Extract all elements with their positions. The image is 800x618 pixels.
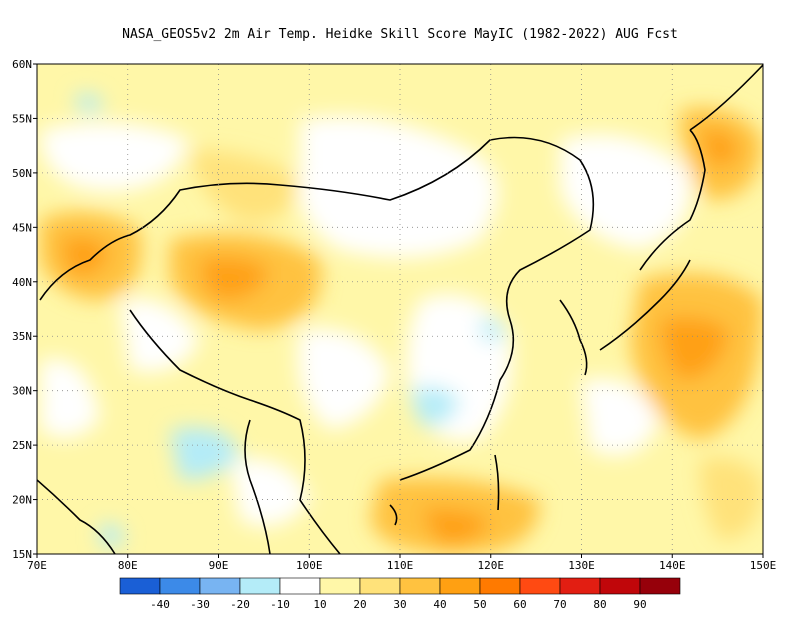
lat-tick-label: 20N xyxy=(12,494,32,507)
lon-tick-label: 100E xyxy=(296,559,323,572)
colorbar-swatch xyxy=(479,577,521,595)
colorbar-label: 20 xyxy=(353,598,366,611)
colorbar-label: 80 xyxy=(593,598,606,611)
colorbar-swatch xyxy=(119,577,161,595)
colorbar-swatch xyxy=(399,577,441,595)
lon-tick-label: 80E xyxy=(118,559,138,572)
coastlines xyxy=(37,64,763,554)
colorbar-label: 40 xyxy=(433,598,446,611)
gridlines xyxy=(37,64,763,554)
lon-tick-label: 90E xyxy=(209,559,229,572)
lat-tick-label: 25N xyxy=(12,439,32,452)
colorbar-swatch xyxy=(319,577,361,595)
lon-tick-label: 110E xyxy=(387,559,414,572)
colorbar-label: 30 xyxy=(393,598,406,611)
lon-tick-label: 120E xyxy=(478,559,505,572)
lat-tick-label: 40N xyxy=(12,276,32,289)
colorbar-label: -30 xyxy=(190,598,210,611)
lat-tick-label: 45N xyxy=(12,221,32,234)
colorbar-swatch xyxy=(279,577,321,595)
lat-tick-label: 60N xyxy=(12,58,32,71)
lon-tick-label: 70E xyxy=(27,559,47,572)
colorbar-label: 10 xyxy=(313,598,326,611)
colorbar-label: -20 xyxy=(230,598,250,611)
colorbar-swatch xyxy=(159,577,201,595)
chart-title: NASA_GEOS5v2 2m Air Temp. Heidke Skill S… xyxy=(122,27,678,42)
colorbar: -40 -30 -20 -10 10 20 30 40 50 60 70 80 90 xyxy=(119,577,681,611)
lat-tick-label: 50N xyxy=(12,167,32,180)
colorbar-swatch xyxy=(559,577,601,595)
colorbar-label: 90 xyxy=(633,598,646,611)
colorbar-swatch xyxy=(639,577,681,595)
lat-tick-label: 30N xyxy=(12,385,32,398)
colorbar-label: 50 xyxy=(473,598,486,611)
colorbar-swatch xyxy=(199,577,241,595)
lat-tick-label: 15N xyxy=(12,548,32,561)
lon-tick-label: 130E xyxy=(568,559,595,572)
lon-tick-label: 140E xyxy=(659,559,686,572)
colorbar-swatch xyxy=(439,577,481,595)
lat-tick-label: 55N xyxy=(12,112,32,125)
colorbar-swatch xyxy=(519,577,561,595)
colorbar-swatch xyxy=(599,577,641,595)
colorbar-label: -10 xyxy=(270,598,290,611)
colorbar-label: 70 xyxy=(553,598,566,611)
lon-tick-label: 150E xyxy=(750,559,777,572)
skill-field xyxy=(40,93,763,554)
colorbar-swatch xyxy=(359,577,401,595)
colorbar-label: -40 xyxy=(150,598,170,611)
colorbar-swatch xyxy=(239,577,281,595)
lat-tick-label: 35N xyxy=(12,330,32,343)
axis-ticks: 70E 80E 90E 100E 110E 120E 130E 140E 150E 15N 20N 2… xyxy=(12,58,776,572)
colorbar-label: 60 xyxy=(513,598,526,611)
